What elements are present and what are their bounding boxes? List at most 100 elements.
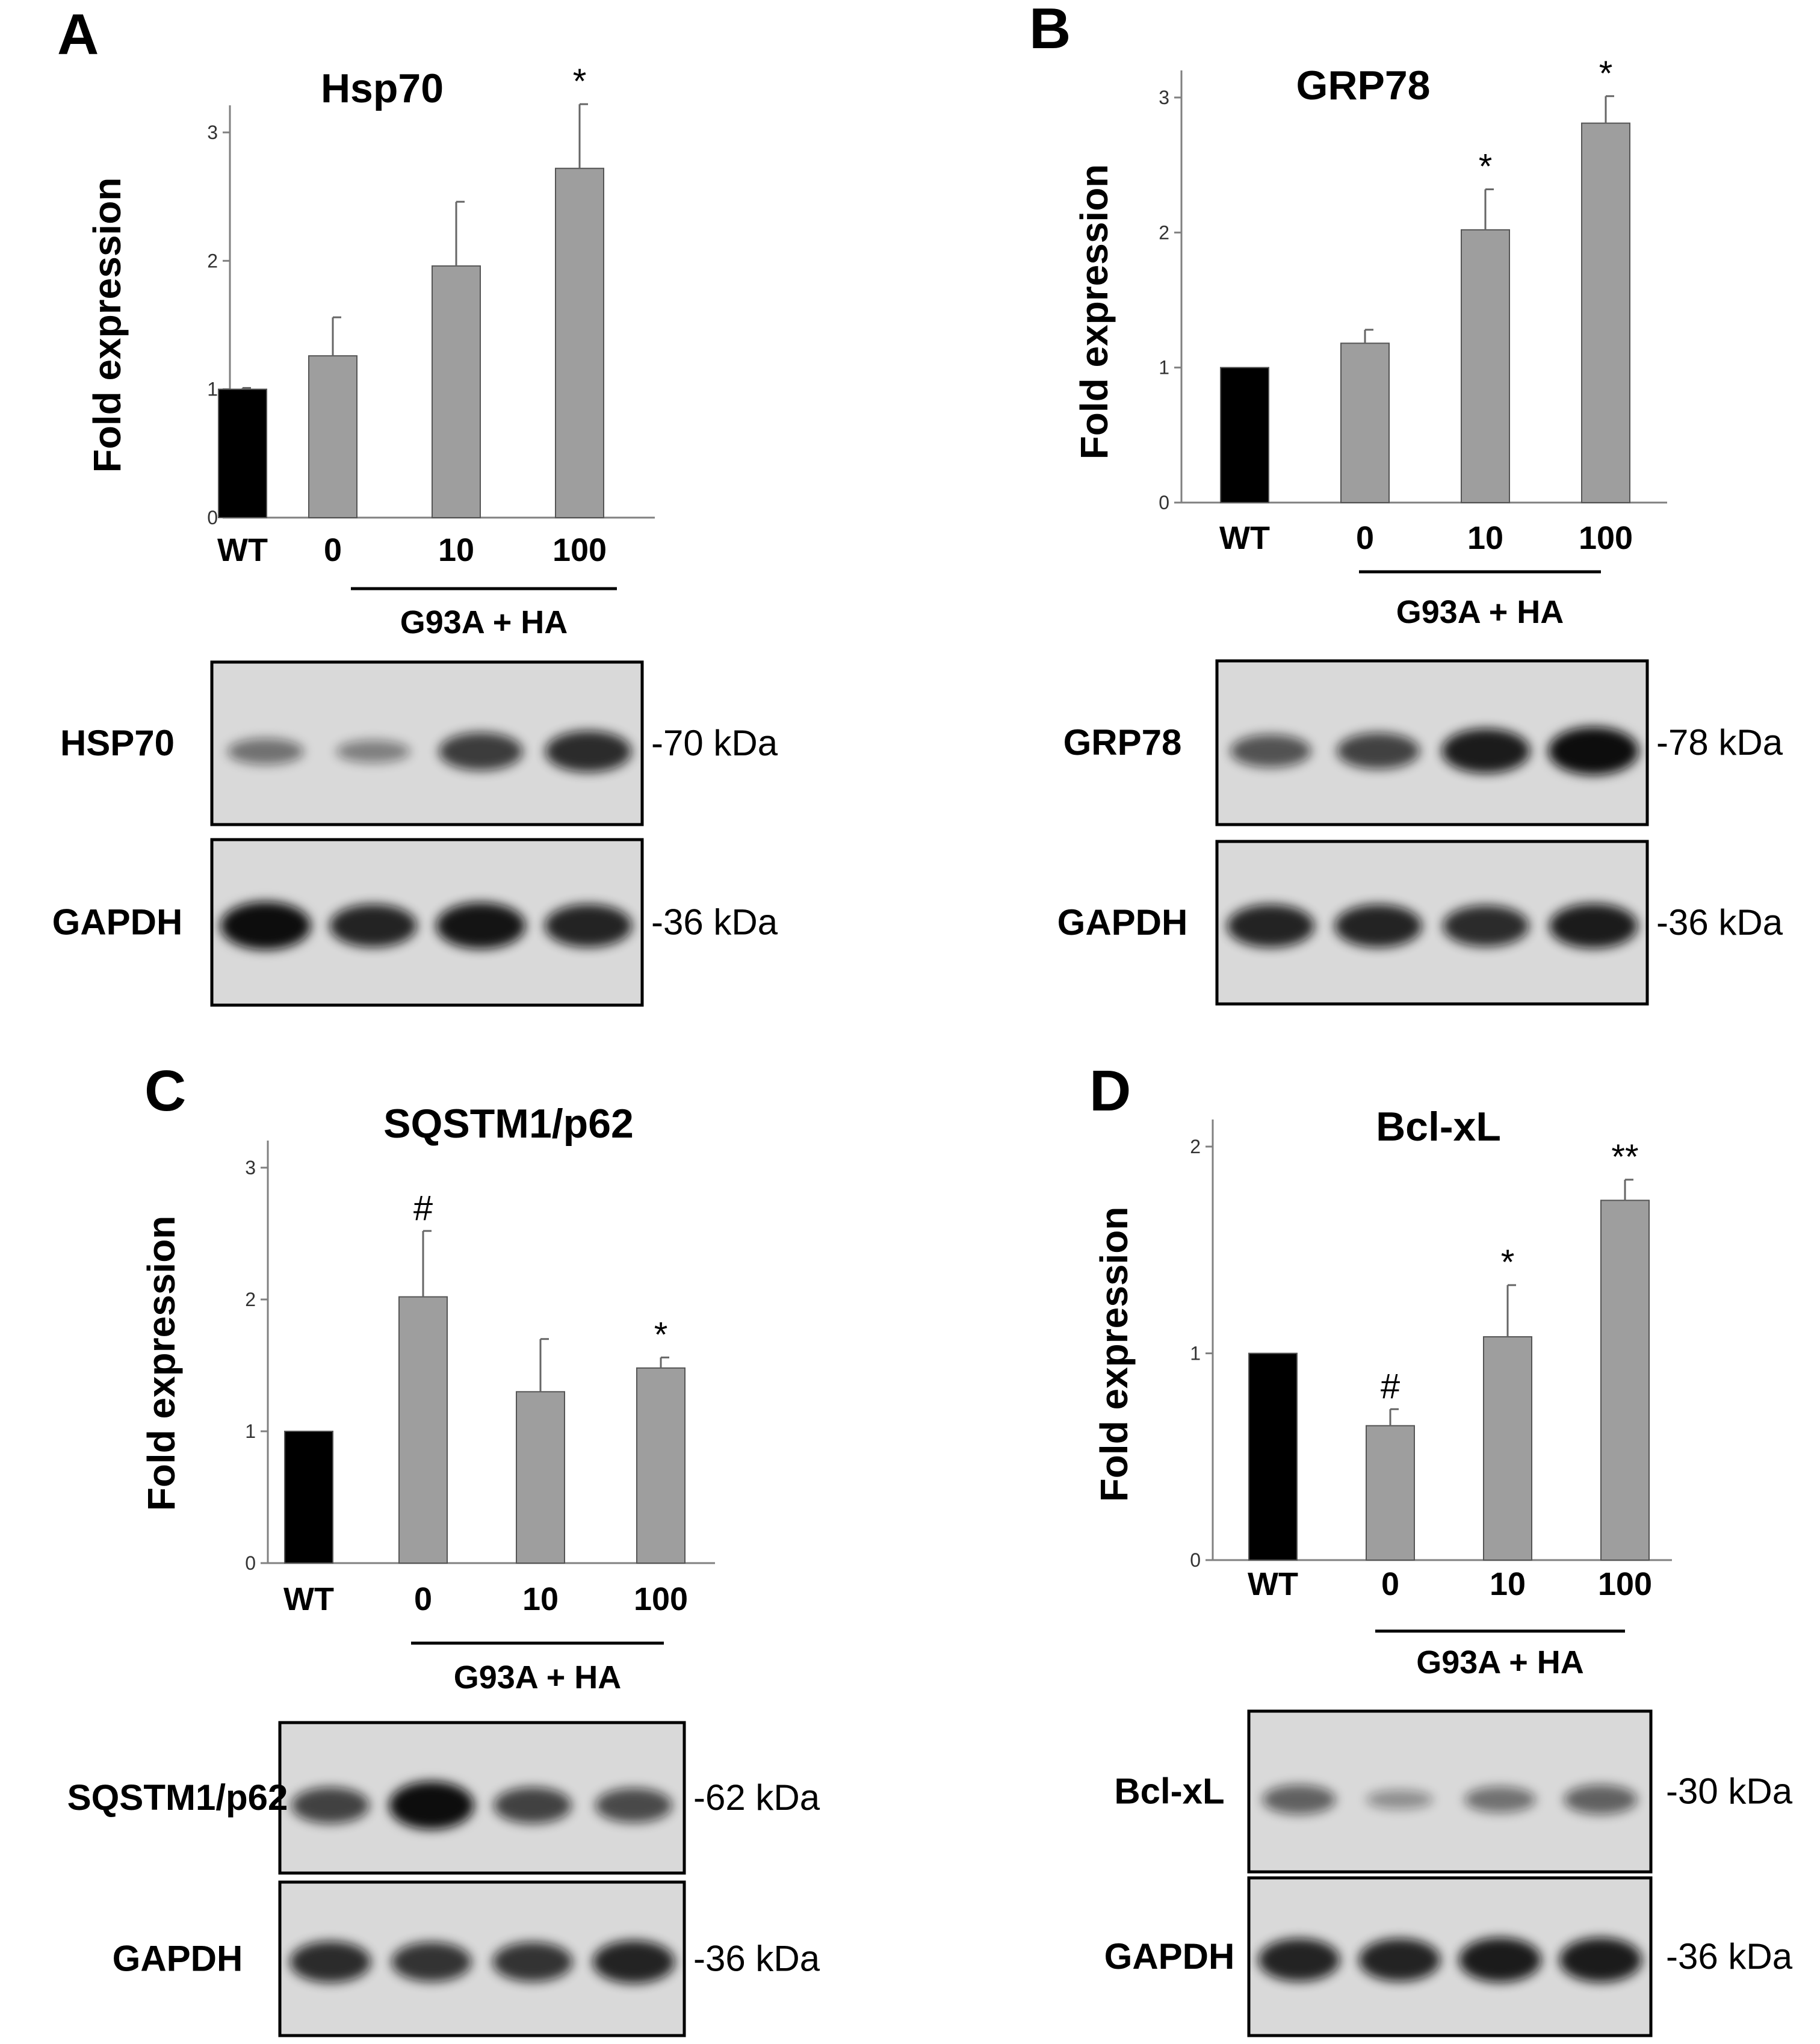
category-label: 10 (1490, 1566, 1526, 1602)
significance-marker: * (654, 1315, 668, 1354)
target-blot: GRP78 -78 kDa (1063, 659, 1783, 826)
group-label: G93A + HA (1396, 594, 1564, 630)
panel-letter: C (144, 1059, 186, 1123)
target-blot: HSP70 -70 kDa (60, 660, 778, 826)
band (545, 731, 632, 772)
category-label: WT (1219, 520, 1270, 556)
category-label: 0 (1356, 520, 1374, 556)
band (1358, 1938, 1441, 1982)
band (1337, 732, 1420, 769)
y-tick-label: 1 (207, 379, 218, 400)
target-kda-label: -78 kDa (1656, 722, 1783, 763)
category-label: 0 (414, 1581, 432, 1617)
gapdh-blot: GAPDH -36 kDa (1057, 840, 1783, 1006)
band (492, 1942, 573, 1982)
target-kda-label: -30 kDa (1666, 1771, 1793, 1812)
bar (1248, 1352, 1298, 1561)
gapdh-label: GAPDH (1104, 1936, 1235, 1977)
band (1262, 1785, 1336, 1815)
target-kda-label: -70 kDa (651, 723, 778, 763)
y-tick-label: 3 (1159, 87, 1169, 108)
bar (218, 388, 267, 519)
band (1230, 734, 1311, 767)
y-axis-label: Fold expression (140, 1216, 183, 1511)
category-label: 0 (1381, 1566, 1399, 1602)
panel-b: B GRP78 Fold expression 0 1 2 3 WT 0 * 10 * 100 G93A … (1029, 0, 1667, 630)
panel-c: C SQSTM1/p62 Fold expression 0 1 2 3 WT #0 10 * 100… (140, 1059, 715, 1696)
gapdh-label: GAPDH (113, 1939, 243, 1979)
panel-a: A Hsp70 Fold expression 0 1 2 3 WT 0 10 * 100 G93A +… (57, 2, 655, 640)
chart-title: GRP78 (1296, 63, 1431, 108)
gapdh-kda-label: -36 kDa (693, 1939, 820, 1979)
band (329, 904, 417, 947)
category-label: 100 (634, 1581, 688, 1617)
band (1441, 728, 1531, 773)
gapdh-blot: GAPDH -36 kDa (52, 838, 778, 1007)
band (545, 904, 633, 947)
band (595, 1788, 672, 1823)
category-label: 100 (1579, 520, 1633, 556)
band (1366, 1789, 1434, 1810)
category-label: 0 (324, 532, 342, 568)
y-tick-label: 1 (245, 1420, 256, 1442)
band (1564, 1785, 1638, 1815)
band (1464, 1786, 1536, 1813)
category-label: WT (217, 532, 268, 568)
bar (1600, 1200, 1650, 1561)
band (1548, 726, 1639, 775)
category-label: 10 (1467, 520, 1503, 556)
bar (516, 1391, 565, 1564)
target-protein-label: SQSTM1/p62 (67, 1777, 288, 1818)
band (1258, 1938, 1340, 1982)
bar (1581, 122, 1630, 503)
band (389, 1781, 474, 1830)
group-label: G93A + HA (400, 604, 568, 640)
band (291, 1787, 370, 1824)
bar (555, 167, 604, 518)
category-label: 10 (438, 532, 474, 568)
category-label: 10 (522, 1581, 559, 1617)
bar (636, 1367, 686, 1564)
category-label: 100 (552, 532, 607, 568)
target-protein-label: HSP70 (60, 723, 175, 763)
y-tick-label: 3 (207, 122, 218, 143)
y-tick-label: 0 (1190, 1549, 1201, 1571)
band (494, 1787, 572, 1824)
chart-title: Bcl-xL (1376, 1104, 1501, 1150)
group-label: G93A + HA (1416, 1644, 1584, 1680)
bar (1366, 1425, 1415, 1561)
y-tick-label: 2 (1190, 1136, 1201, 1157)
category-label: WT (283, 1581, 334, 1617)
significance-marker: * (1501, 1243, 1515, 1282)
category-label: 100 (1598, 1566, 1652, 1602)
y-tick-label: 2 (207, 250, 218, 271)
panel-letter: A (57, 2, 99, 67)
panel-letter: D (1089, 1059, 1131, 1123)
band (1334, 904, 1422, 948)
bar (1220, 367, 1269, 504)
band (1227, 904, 1314, 948)
significance-marker: # (413, 1189, 433, 1228)
band (436, 902, 526, 949)
significance-marker: * (1599, 54, 1613, 93)
bar (398, 1296, 448, 1564)
band (439, 732, 523, 771)
group-label: G93A + HA (454, 1659, 622, 1696)
band (1443, 905, 1529, 947)
y-axis-label: Fold expression (1092, 1207, 1136, 1502)
gapdh-label: GAPDH (52, 902, 183, 943)
y-axis-label: Fold expression (1072, 164, 1116, 460)
gapdh-blot: GAPDH -36 kDa (1104, 1876, 1793, 2037)
y-axis-label: Fold expression (85, 178, 129, 473)
y-tick-label: 0 (1159, 492, 1169, 513)
gapdh-label: GAPDH (1057, 902, 1188, 943)
band (289, 1941, 371, 1983)
bar (1483, 1336, 1532, 1561)
bar (1461, 229, 1510, 503)
y-tick-label: 0 (207, 507, 218, 528)
y-tick-label: 1 (1159, 357, 1169, 379)
target-blot: Bcl-xL -30 kDa (1114, 1709, 1793, 1874)
target-protein-label: GRP78 (1063, 722, 1182, 763)
gapdh-kda-label: -36 kDa (1666, 1936, 1793, 1977)
